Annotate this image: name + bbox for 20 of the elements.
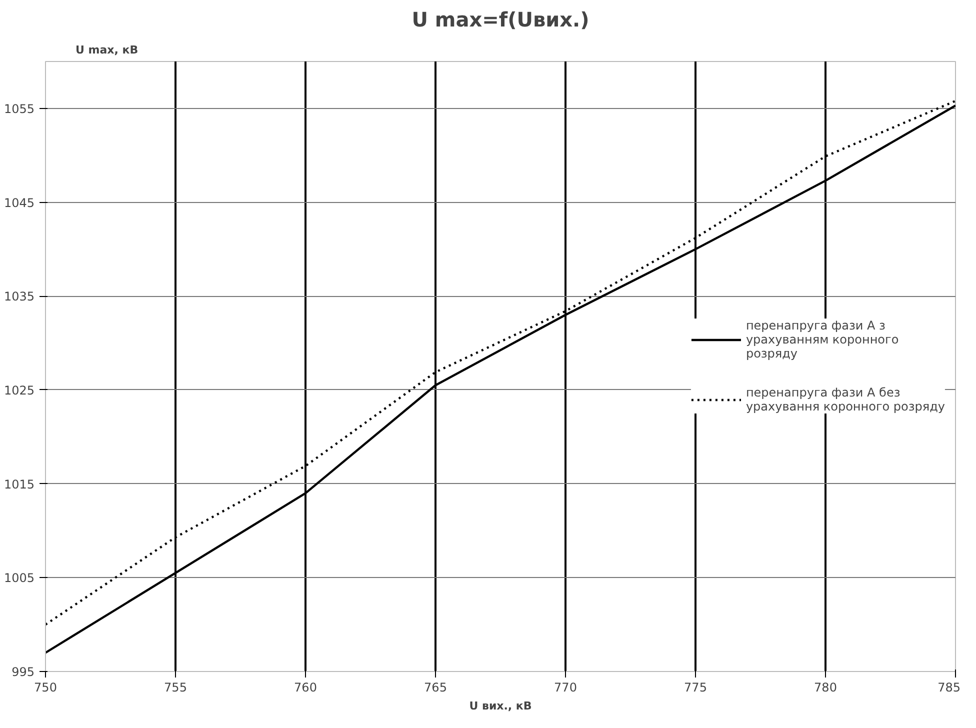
y-axis-title: U max, кВ — [76, 44, 138, 56]
y-tick-label: 995 — [12, 665, 34, 679]
x-tick-label: 780 — [814, 680, 837, 694]
legend-label: перенапруга фази А без урахування коронного розряду — [746, 386, 945, 414]
chart-title: U max=f(Uвих.) — [412, 8, 590, 32]
x-tick-label: 775 — [684, 680, 707, 694]
x-tick-label: 760 — [294, 680, 317, 694]
y-tick-label: 1005 — [4, 571, 35, 586]
x-axis-title: U вих., кВ — [469, 700, 532, 712]
x-tick-label: 755 — [164, 680, 187, 694]
y-tick-label: 1055 — [4, 102, 35, 116]
y-tick-label: 1035 — [4, 290, 35, 304]
legend-label: перенапруга фази А з урахуванням коронного розряду — [746, 318, 899, 360]
x-tick-label: 770 — [554, 680, 577, 694]
y-tick-label: 1025 — [4, 383, 35, 398]
x-tick-label: 785 — [938, 680, 960, 694]
y-tick-label: 1045 — [4, 196, 35, 210]
y-tick-label: 1015 — [4, 477, 35, 492]
x-tick-label: 750 — [34, 680, 57, 694]
x-tick-label: 765 — [424, 680, 447, 694]
